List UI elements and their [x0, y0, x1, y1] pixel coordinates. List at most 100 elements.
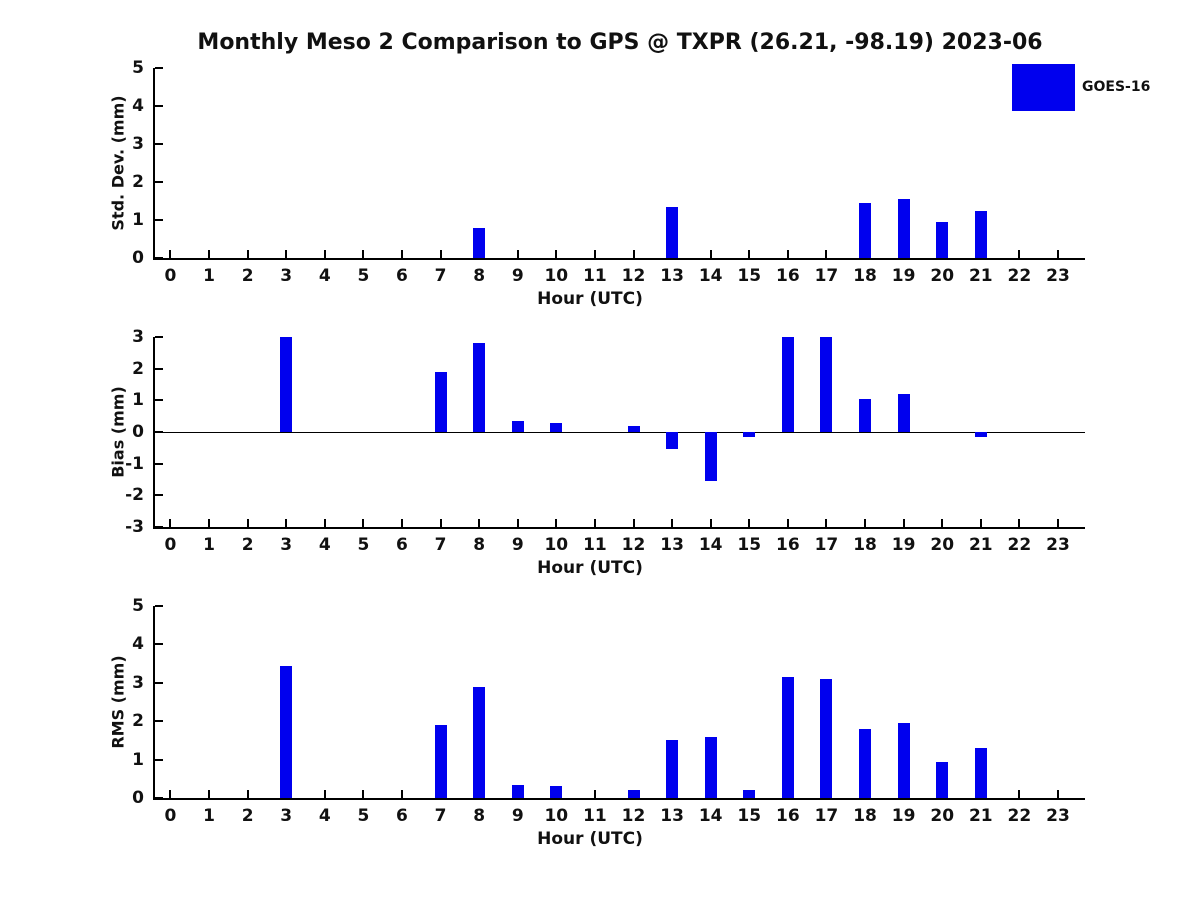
chart-title: Monthly Meso 2 Comparison to GPS @ TXPR … [197, 30, 1043, 55]
x-tick [902, 519, 905, 527]
x-tick-label: 22 [1007, 535, 1032, 555]
x-tick-label: 1 [203, 806, 215, 826]
bar-hour-13 [666, 740, 679, 798]
x-tick [786, 250, 789, 258]
x-tick-label: 7 [434, 806, 447, 826]
x-tick [979, 790, 982, 798]
x-tick-label: 5 [357, 535, 370, 555]
x-tick-label: 19 [891, 535, 916, 555]
y-tick [155, 181, 163, 183]
bar-hour-10 [550, 786, 563, 798]
x-tick [709, 519, 712, 527]
bar-hour-12 [627, 425, 640, 432]
x-tick-label: 11 [583, 806, 607, 826]
x-tick [671, 250, 674, 258]
x-tick-label: 20 [930, 535, 955, 555]
x-tick [246, 250, 249, 258]
x-tick [709, 250, 712, 258]
x-tick-label: 15 [737, 806, 762, 826]
x-tick-label: 12 [621, 535, 646, 555]
x-tick-label: 4 [318, 266, 331, 286]
bar-hour-9 [511, 420, 524, 432]
y-tick [155, 336, 163, 338]
bar-hour-17 [820, 337, 833, 432]
y-tick [155, 720, 163, 723]
x-tick [400, 519, 403, 527]
bar-hour-13 [666, 432, 679, 450]
y-tick [155, 399, 163, 402]
bar-hour-12 [627, 790, 640, 798]
x-tick [593, 250, 596, 258]
y-tick-label: 2 [132, 711, 144, 732]
y-axis-spine [153, 606, 155, 798]
x-tick-label: 6 [396, 266, 408, 286]
x-tick [439, 790, 442, 798]
bar-hour-15 [743, 790, 756, 798]
x-tick [825, 519, 828, 527]
x-tick-label: 14 [698, 806, 723, 826]
x-tick-label: 22 [1007, 806, 1032, 826]
x-tick [902, 790, 905, 798]
bar-hour-20 [936, 221, 949, 258]
x-tick-label: 9 [511, 535, 524, 555]
bar-hour-21 [974, 748, 987, 798]
x-tick-label: 18 [853, 266, 877, 286]
y-axis-spine [153, 68, 155, 258]
y-tick [155, 219, 163, 221]
x-tick [593, 519, 596, 527]
x-tick-label: 20 [930, 266, 955, 286]
y-tick-label: 3 [132, 327, 144, 347]
x-tick [709, 790, 712, 798]
y-tick-label: -2 [125, 485, 144, 506]
x-tick-label: 17 [814, 535, 839, 555]
x-tick-label: 20 [930, 806, 955, 826]
x-tick [362, 250, 365, 258]
x-tick-label: 18 [853, 535, 877, 555]
x-tick-label: 21 [968, 535, 993, 555]
bar-hour-8 [473, 686, 486, 798]
x-tick-label: 11 [583, 266, 607, 286]
x-tick-label: 17 [814, 266, 839, 286]
y-axis-label-bias: Bias (mm) [108, 386, 128, 478]
x-tick-label: 15 [737, 266, 762, 286]
x-tick [285, 790, 288, 798]
x-tick-label: 1 [203, 535, 215, 555]
y-tick-label: 5 [132, 58, 144, 78]
bar-hour-9 [511, 784, 524, 798]
y-tick-label: 1 [132, 749, 144, 770]
y-tick-label: 4 [132, 634, 144, 655]
x-tick-label: 0 [164, 806, 177, 826]
x-tick [555, 250, 558, 258]
x-tick-label: 8 [473, 806, 486, 826]
x-tick-label: 16 [776, 535, 800, 555]
x-tick-label: 13 [660, 806, 684, 826]
x-tick [1018, 519, 1021, 527]
x-tick [671, 790, 674, 798]
bar-hour-19 [897, 199, 910, 258]
x-tick-label: 21 [968, 806, 993, 826]
x-tick [748, 519, 751, 527]
x-tick-label: 5 [357, 266, 370, 286]
x-tick [1018, 250, 1021, 258]
x-tick [902, 250, 905, 258]
bar-hour-3 [280, 665, 293, 798]
x-tick [941, 790, 944, 798]
x-tick-label: 14 [698, 535, 723, 555]
zero-line [155, 431, 1085, 433]
x-tick-label: 0 [164, 266, 177, 286]
x-tick-label: 2 [241, 266, 254, 286]
bar-hour-14 [704, 736, 717, 798]
y-tick-label: 1 [132, 210, 144, 230]
bar-hour-16 [781, 677, 794, 798]
y-tick-label: -3 [125, 517, 144, 537]
y-tick [155, 797, 163, 799]
x-tick-label: 5 [357, 806, 370, 826]
y-tick-label: 2 [132, 358, 144, 379]
y-tick-label: 0 [132, 422, 144, 442]
bar-hour-17 [820, 678, 833, 798]
bar-hour-7 [434, 725, 447, 798]
y-tick-label: 2 [132, 172, 144, 192]
x-tick [555, 790, 558, 798]
y-axis-spine [153, 337, 155, 527]
